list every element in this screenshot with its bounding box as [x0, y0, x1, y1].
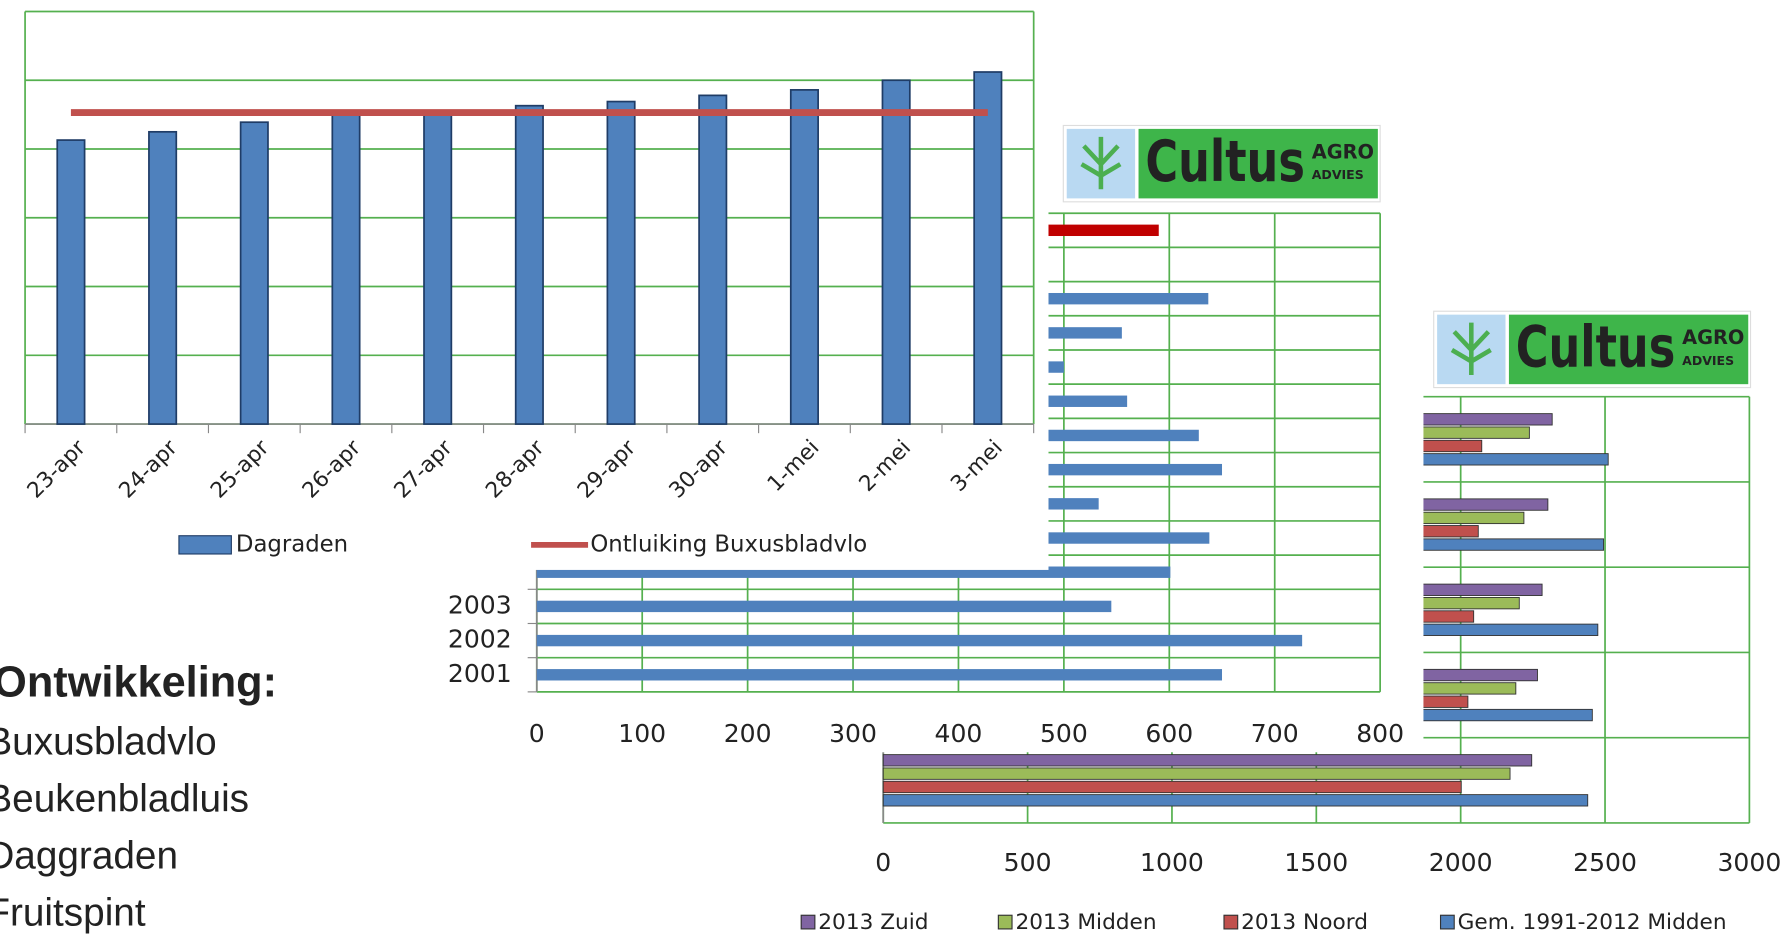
- legend-swatch: [1439, 914, 1455, 930]
- logo-tag: ADVIES: [1312, 167, 1364, 182]
- bar: [882, 780, 1462, 794]
- x-tick-label: 400: [935, 719, 983, 748]
- logo-leaf: [1450, 322, 1492, 376]
- list-item: Daggraden: [0, 835, 178, 878]
- x-tick-label: 0: [529, 719, 545, 748]
- x-tick-label: 200: [724, 719, 772, 748]
- logo: Cultus AGRO ADVIES: [1433, 310, 1752, 389]
- bar: [698, 94, 728, 425]
- list-item: Fruitspint: [0, 891, 146, 934]
- logo-brand: Cultus: [1516, 315, 1676, 381]
- x-tick-label: 700: [1251, 719, 1299, 748]
- y-tick-label: 2003: [448, 590, 512, 619]
- bar: [423, 111, 453, 425]
- x-tick-label: 100: [618, 719, 666, 748]
- bar: [536, 669, 1223, 681]
- x-tick-label: 600: [1145, 719, 1193, 748]
- logo-brand: Cultus: [1145, 129, 1305, 195]
- x-tick-label: 3000: [1717, 848, 1781, 877]
- bar: [882, 794, 1589, 807]
- legend-swatch: [997, 914, 1013, 930]
- bar: [606, 100, 636, 425]
- legend-label: 2013 Noord: [1241, 910, 1368, 935]
- x-tick-label: 0: [875, 848, 891, 877]
- x-tick-label: 800: [1356, 719, 1404, 748]
- bar: [239, 121, 269, 425]
- x-tick-label: 300: [829, 719, 877, 748]
- bar: [881, 79, 911, 425]
- logo-tag: ADVIES: [1682, 353, 1734, 368]
- bar: [148, 130, 178, 425]
- bar: [789, 89, 819, 425]
- legend-swatch: [800, 914, 816, 930]
- bar: [536, 634, 1303, 647]
- legend-swatch: [178, 535, 232, 555]
- logo: Cultus AGRO ADVIES: [1062, 124, 1381, 203]
- logo-leaf: [1080, 136, 1122, 190]
- x-tick-label: 2000: [1429, 848, 1493, 877]
- bar: [536, 600, 1112, 613]
- logo-brand-bg: [1508, 314, 1749, 385]
- x-tick-label: 1500: [1284, 848, 1348, 877]
- legend-label: Gem. 1991-2012 Midden: [1458, 910, 1727, 935]
- legend-label: Ontluiking Buxusbladvlo: [590, 531, 867, 557]
- y-tick-label: 2002: [448, 625, 512, 654]
- legend-swatch: [1223, 914, 1239, 930]
- logo-tag: AGRO: [1682, 326, 1744, 349]
- x-tick-label: 500: [1040, 719, 1088, 748]
- list-item: Beukenbladluis: [0, 778, 249, 821]
- bar: [882, 754, 1533, 767]
- x-tick-label: 500: [1004, 848, 1052, 877]
- bar: [536, 566, 1171, 578]
- bar: [882, 767, 1511, 780]
- bar: [973, 71, 1003, 425]
- legend-label: 2013 Zuid: [818, 910, 928, 935]
- bar: [56, 139, 86, 425]
- x-tick-label: 1000: [1140, 848, 1204, 877]
- bar: [514, 104, 544, 425]
- legend-label: Dagraden: [236, 531, 348, 557]
- logo-tag: AGRO: [1312, 140, 1374, 163]
- heading: Ontwikkeling:: [0, 658, 277, 706]
- list-item: Buxusbladvlo: [0, 721, 217, 764]
- x-tick-label: 2500: [1573, 848, 1637, 877]
- logo-brand-bg: [1138, 128, 1378, 199]
- legend-label: 2013 Midden: [1015, 910, 1156, 935]
- bar: [331, 111, 361, 425]
- y-tick-label: 2001: [448, 659, 512, 688]
